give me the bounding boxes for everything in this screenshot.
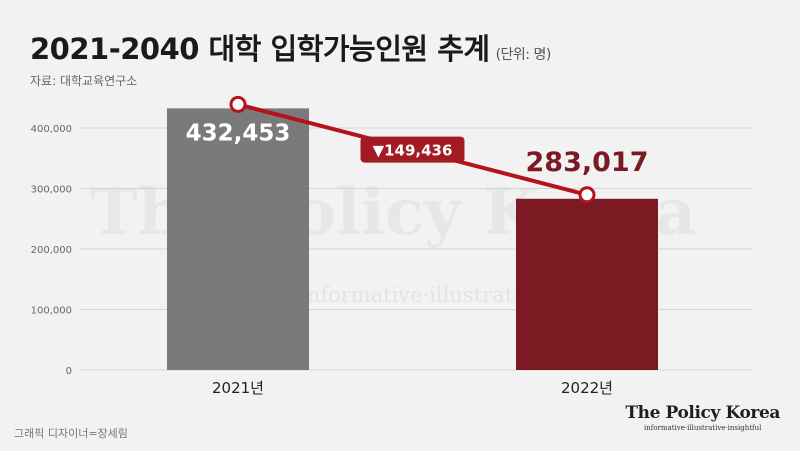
data-label-2022: 283,017 [526, 147, 649, 178]
brand-logo: The Policy Korea informative·illustrativ… [625, 403, 780, 432]
brand-tagline: informative·illustrative·insightful [644, 424, 762, 432]
brand-name: The Policy Korea [625, 403, 780, 423]
data-label-2021: 432,453 [186, 120, 291, 146]
y-tick-label: 400,000 [31, 124, 72, 135]
designer-credit: 그래픽 디자이너=장세림 [14, 427, 128, 440]
y-tick-label: 300,000 [31, 185, 72, 196]
x-tick-label: 2021년 [212, 379, 264, 397]
bars [167, 108, 658, 370]
y-axis: 0 100,000 200,000 300,000 400,000 [31, 124, 72, 377]
title-text: 2021-2040 대학 입학가능인원 추계 [30, 32, 490, 66]
bar-2021년 [167, 108, 309, 370]
x-axis: 2021년 2022년 [212, 379, 613, 397]
change-label: ▼149,436 [373, 142, 453, 160]
y-tick-label: 200,000 [31, 245, 72, 256]
trend-point [229, 95, 247, 113]
bar-2022년 [516, 198, 658, 370]
y-tick-label: 0 [66, 366, 72, 377]
source-note: 자료: 대학교육연구소 [30, 74, 138, 88]
y-tick-label: 100,000 [31, 306, 72, 317]
chart-title: 2021-2040 대학 입학가능인원 추계 (단위: 명) [30, 26, 551, 68]
unit-label: (단위: 명) [495, 47, 552, 63]
x-tick-label: 2022년 [561, 379, 613, 397]
trend-line: ▼149,436 [229, 95, 596, 204]
trend-point [578, 186, 596, 204]
data-labels: 432,453 283,017 [186, 120, 649, 177]
change-badge [360, 136, 465, 163]
